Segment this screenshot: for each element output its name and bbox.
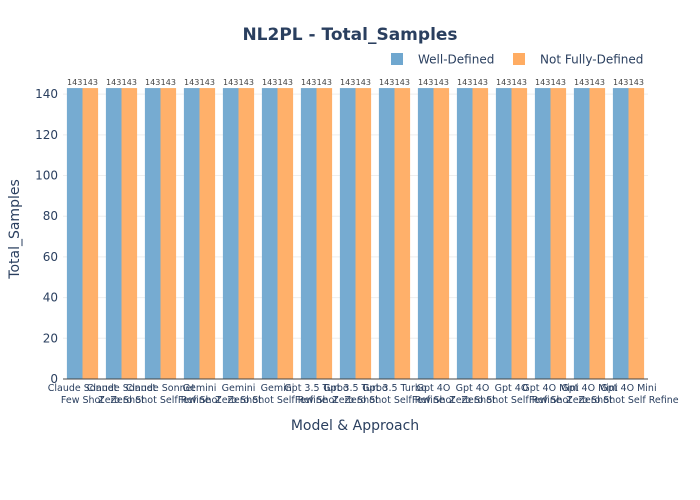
bar[interactable] xyxy=(66,88,83,379)
bar-value-label: 143 xyxy=(590,78,605,87)
bar-value-label: 143 xyxy=(535,78,550,87)
x-tick-label: Gpt 3.5 Turbo Zero Shot Self Refine xyxy=(344,383,444,406)
x-tick-label: Gemini Few Shot xyxy=(178,383,221,406)
x-tick-label: Gemini Zero Shot xyxy=(215,383,262,406)
bar[interactable] xyxy=(495,88,512,379)
bar-value-label: 143 xyxy=(512,78,527,87)
bar-value-label: 143 xyxy=(418,78,433,87)
data-labels: 143 143 143 143 143 143 143 143 143 143 143 143 143 1… xyxy=(67,78,644,87)
bar[interactable] xyxy=(105,88,122,379)
x-tick-label: Claude Sonnet Few Shot xyxy=(48,383,118,406)
x-tick-label: Gpt 4O Mini Few Shot xyxy=(522,383,578,406)
bar-value-label: 143 xyxy=(301,78,316,87)
legend[interactable]: Well-Defined Not Fully-Defined xyxy=(391,53,643,67)
bar-value-label: 143 xyxy=(379,78,394,87)
bar[interactable] xyxy=(589,88,606,379)
legend-swatch-not-fully-defined xyxy=(513,53,525,65)
bar[interactable] xyxy=(355,88,372,379)
bar[interactable] xyxy=(628,88,645,379)
bar-value-label: 143 xyxy=(145,78,160,87)
bar-value-label: 143 xyxy=(262,78,277,87)
bar-value-label: 143 xyxy=(395,78,410,87)
legend-label-not-fully-defined: Not Fully-Defined xyxy=(540,53,643,67)
bar-value-label: 143 xyxy=(340,78,355,87)
x-tick-label: Gpt 4O Zero Shot xyxy=(449,383,496,406)
legend-item-well-defined[interactable]: Well-Defined xyxy=(391,53,494,67)
bar-value-label: 143 xyxy=(200,78,215,87)
bar[interactable] xyxy=(222,88,239,379)
bar-value-label: 143 xyxy=(434,78,449,87)
y-tick-label: 40 xyxy=(43,291,58,305)
x-tick-label: Gpt 4O Few Shot xyxy=(412,383,455,406)
bar[interactable] xyxy=(456,88,473,379)
bar-value-label: 143 xyxy=(223,78,238,87)
bar[interactable] xyxy=(433,88,450,379)
bar[interactable] xyxy=(121,88,138,379)
y-tick-label: 20 xyxy=(43,331,58,345)
bar-value-label: 143 xyxy=(317,78,332,87)
legend-swatch-well-defined xyxy=(391,53,403,65)
x-tick-label: Gpt 4O Mini Zero Shot Self Refine xyxy=(578,383,678,406)
y-tick-label: 100 xyxy=(35,169,58,183)
bar[interactable] xyxy=(534,88,551,379)
bar[interactable] xyxy=(82,88,99,379)
bar[interactable] xyxy=(238,88,255,379)
x-tick-label: Claude Sonnet Zero Shot Self Refine xyxy=(110,383,210,406)
y-tick-label: 60 xyxy=(43,250,58,264)
bar[interactable] xyxy=(300,88,317,379)
bar[interactable] xyxy=(511,88,528,379)
bar[interactable] xyxy=(160,88,177,379)
bar-value-label: 143 xyxy=(574,78,589,87)
bar-value-label: 143 xyxy=(67,78,82,87)
bar[interactable] xyxy=(183,88,200,379)
bar[interactable] xyxy=(417,88,434,379)
x-tick-label: Gpt 4O Zero Shot Self Refine xyxy=(461,383,561,406)
x-tick-label: Gpt 3.5 Turbo Zero Shot xyxy=(323,383,388,406)
legend-label-well-defined: Well-Defined xyxy=(418,53,494,67)
bar-value-label: 143 xyxy=(161,78,176,87)
legend-item-not-fully-defined[interactable]: Not Fully-Defined xyxy=(513,53,643,67)
bar[interactable] xyxy=(339,88,356,379)
bars xyxy=(66,88,645,379)
bar-value-label: 143 xyxy=(278,78,293,87)
y-tick-label: 0 xyxy=(50,372,58,386)
x-tick-label: Gpt 3.5 Turbo Few Shot xyxy=(284,383,349,406)
bar-value-label: 143 xyxy=(184,78,199,87)
bar[interactable] xyxy=(277,88,294,379)
chart-title: NL2PL - Total_Samples xyxy=(242,25,457,45)
bar[interactable] xyxy=(378,88,395,379)
y-axis-title: Total_Samples xyxy=(7,179,23,279)
bar-value-label: 143 xyxy=(457,78,472,87)
bar-value-label: 143 xyxy=(239,78,254,87)
bar[interactable] xyxy=(261,88,278,379)
bar[interactable] xyxy=(199,88,216,379)
bar-value-label: 143 xyxy=(496,78,511,87)
bar-value-label: 143 xyxy=(613,78,628,87)
y-tick-label: 140 xyxy=(35,87,58,101)
x-tick-label: Claude Sonnet Zero Shot xyxy=(87,383,157,406)
bar-value-label: 143 xyxy=(83,78,98,87)
bar-value-label: 143 xyxy=(629,78,644,87)
bar[interactable] xyxy=(316,88,333,379)
bar[interactable] xyxy=(472,88,489,379)
bar-value-label: 143 xyxy=(106,78,121,87)
bar[interactable] xyxy=(394,88,411,379)
bar-value-label: 143 xyxy=(551,78,566,87)
y-tick-label: 80 xyxy=(43,209,58,223)
bar[interactable] xyxy=(573,88,590,379)
bar[interactable] xyxy=(144,88,161,379)
x-tick-label: Gemini Zero Shot Self Refine xyxy=(227,383,327,406)
x-tick-label: Gpt 4O Mini Zero Shot xyxy=(561,383,617,406)
bar[interactable] xyxy=(550,88,567,379)
bar-value-label: 143 xyxy=(473,78,488,87)
y-axis-ticks: 0 20 40 60 80 100 120 140 xyxy=(35,87,58,386)
bar-value-label: 143 xyxy=(122,78,137,87)
y-tick-label: 120 xyxy=(35,128,58,142)
x-axis-title: Model & Approach xyxy=(291,418,419,434)
bar[interactable] xyxy=(612,88,629,379)
bar-value-label: 143 xyxy=(356,78,371,87)
